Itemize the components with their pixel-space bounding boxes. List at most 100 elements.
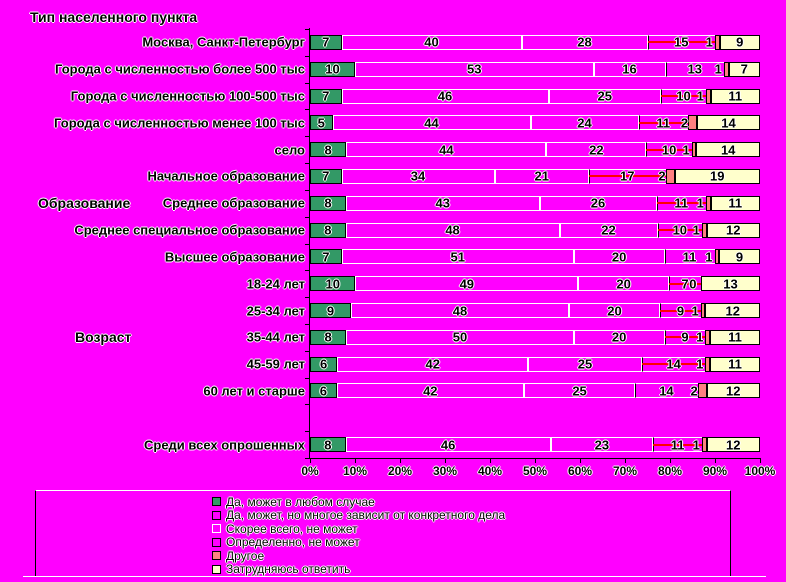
red-marker-line [647,41,715,44]
x-axis-tick-label: 30% [432,464,458,478]
plot-area: 7 40 28 15 1 9 10 53 16 13 1 7 7 46 25 10 1 11 5 44 24 11 2 14 8… [310,29,760,458]
value-label: 11 [656,115,671,131]
value-label: 10 [661,142,677,158]
red-marker-line [657,229,703,232]
bar-segment-6 [696,142,760,158]
bar-segment-5 [706,88,711,104]
bar-segment-1 [310,276,356,292]
y-axis-tick [305,297,309,299]
value-label: 2 [658,168,666,184]
y-axis-tick [305,82,309,84]
bar-segment-2 [346,329,574,345]
value-label: 1 [696,329,704,345]
legend-swatch-icon [212,564,221,574]
bar-segment-5 [705,356,710,372]
value-label: 1 [705,34,713,50]
red-marker-line [638,121,688,124]
value-label: 44 [424,115,439,131]
bar-segment-6 [710,329,760,345]
category-label: Среднее специальное образование [74,222,305,238]
bar-segment-2 [355,276,579,292]
category-label: Начальное образование [147,168,305,184]
bar-segment-2 [341,34,522,50]
red-marker-line [653,443,703,446]
bar-segment-1 [310,303,351,319]
red-marker-line [656,202,706,205]
value-label: 14 [721,115,736,131]
bar-segment-6 [706,383,760,399]
value-label: 2 [690,383,698,399]
value-label: 25 [597,88,612,104]
bar-segment-2 [355,61,594,77]
category-axis-title: Тип населенного пункта [30,9,198,25]
value-label: 51 [450,249,465,265]
bar-segment-5 [700,303,706,319]
value-label: 1 [692,437,700,453]
value-label: 0 [689,276,697,292]
bar-segment-1 [310,61,355,77]
y-axis-tick [305,404,309,406]
category-label: Города с численностью менее 100 тыс [54,115,305,131]
value-label: 23 [594,437,610,453]
legend-item: Да, может в любом случае [212,495,730,509]
bar-row: 6 42 25 14 2 12 [310,383,760,399]
value-label: 1 [691,303,699,319]
red-marker-line [661,95,706,98]
x-axis-tick-label: 50% [522,464,548,478]
bar-segment-1 [310,249,342,265]
value-label: 9 [681,329,689,345]
red-marker-line [646,148,692,151]
value-label: 15 [674,34,689,50]
bar-segment-5 [691,142,697,158]
bar-segment-3 [593,61,666,77]
category-label: Города с численностью 100-500 тыс [70,88,305,104]
legend-swatch-icon [212,537,221,547]
y-axis-line [309,28,310,459]
bar-segment-6 [710,356,760,372]
y-axis-tick [305,109,309,111]
legend-item: Другое [212,549,730,563]
category-label: 35-44 лет [246,329,305,345]
bar-segment-4 [664,249,715,265]
bar-segment-2 [337,356,529,372]
bar-row: 8 48 22 10 1 12 [310,222,760,238]
value-label: 28 [577,34,592,50]
x-axis-tick [580,459,581,463]
bar-segment-3 [539,195,657,211]
category-label: село [274,142,306,158]
value-label: 10 [676,88,691,104]
value-label: 7 [322,168,330,184]
y-axis-tick [305,216,309,218]
bar-segment-2 [336,383,524,399]
bar-segment-3 [521,34,648,50]
category-label: Высшее образование [164,249,305,265]
bar-segment-6 [706,222,760,238]
y-axis-tick [305,55,309,57]
value-label: 14 [720,142,736,158]
bar-segment-5 [714,249,720,265]
bar-segment-6 [706,437,760,453]
bar-segment-2 [345,437,551,453]
value-label: 14 [659,383,674,399]
category-label: 60 лет и старше [203,383,305,399]
x-axis-tick [400,459,401,463]
value-label: 46 [437,88,453,104]
bar-segment-6 [728,61,760,77]
legend-item: Да, может, но многое зависит от конкретн… [212,508,730,522]
value-label: 11 [728,356,742,372]
bar-segment-1 [310,437,346,453]
value-label: 8 [324,195,332,211]
y-axis-tick [305,350,309,352]
legend-label: Скорее всего, не может [226,521,358,536]
value-label: 7 [322,249,330,265]
bar-segment-5 [705,329,710,345]
x-axis-tick [490,459,491,463]
value-label: 6 [319,383,327,399]
value-label: 17 [620,168,635,184]
legend-label: Да, может, но многое зависит от конкретн… [226,508,506,522]
value-label: 43 [435,195,450,211]
category-label: 25-34 лет [246,303,305,319]
value-label: 11 [728,329,742,345]
x-axis-tick [715,459,716,463]
bar-row: 7 40 28 15 1 9 [310,34,760,50]
